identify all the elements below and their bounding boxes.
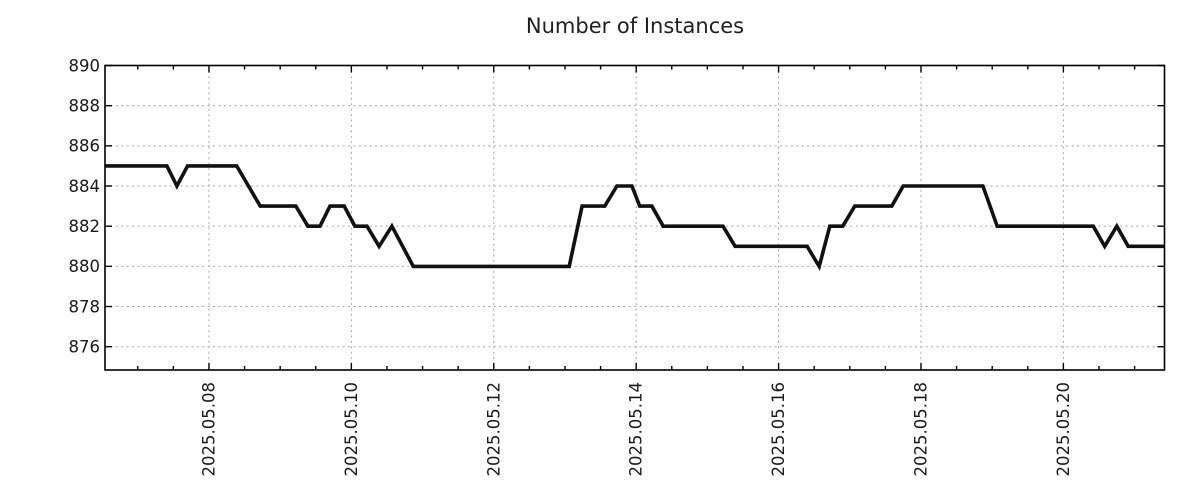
y-tick-label: 888: [69, 96, 101, 115]
x-tick-labels: 2025.05.08 2025.05.10 2025.05.12 2025.05.14…: [199, 382, 1072, 476]
y-tick-label: 884: [69, 177, 101, 196]
y-tick-label: 876: [69, 338, 101, 357]
chart-title: Number of Instances: [526, 14, 744, 38]
axis-ticks: [105, 64, 1165, 370]
x-tick-label: 2025.05.20: [1054, 382, 1073, 476]
x-tick-label: 2025.05.16: [769, 382, 788, 476]
y-tick-label: 890: [69, 56, 101, 75]
y-tick-label: 886: [69, 137, 101, 156]
x-tick-label: 2025.05.10: [342, 382, 361, 476]
x-tick-label: 2025.05.18: [911, 382, 930, 476]
y-tick-label: 878: [69, 297, 101, 316]
y-tick-labels: 890 888 886 884 882 880 878 876: [69, 56, 101, 356]
x-tick-label: 2025.05.12: [484, 382, 503, 476]
x-tick-label: 2025.05.14: [627, 382, 646, 476]
plot-border: [104, 64, 1166, 371]
y-tick-label: 880: [69, 257, 101, 276]
data-series-line: [105, 164, 1165, 271]
x-tick-label: 2025.05.08: [199, 382, 218, 476]
plot-lines: [105, 164, 1165, 271]
x-gridlines: [208, 65, 1064, 370]
y-tick-label: 882: [69, 217, 101, 236]
